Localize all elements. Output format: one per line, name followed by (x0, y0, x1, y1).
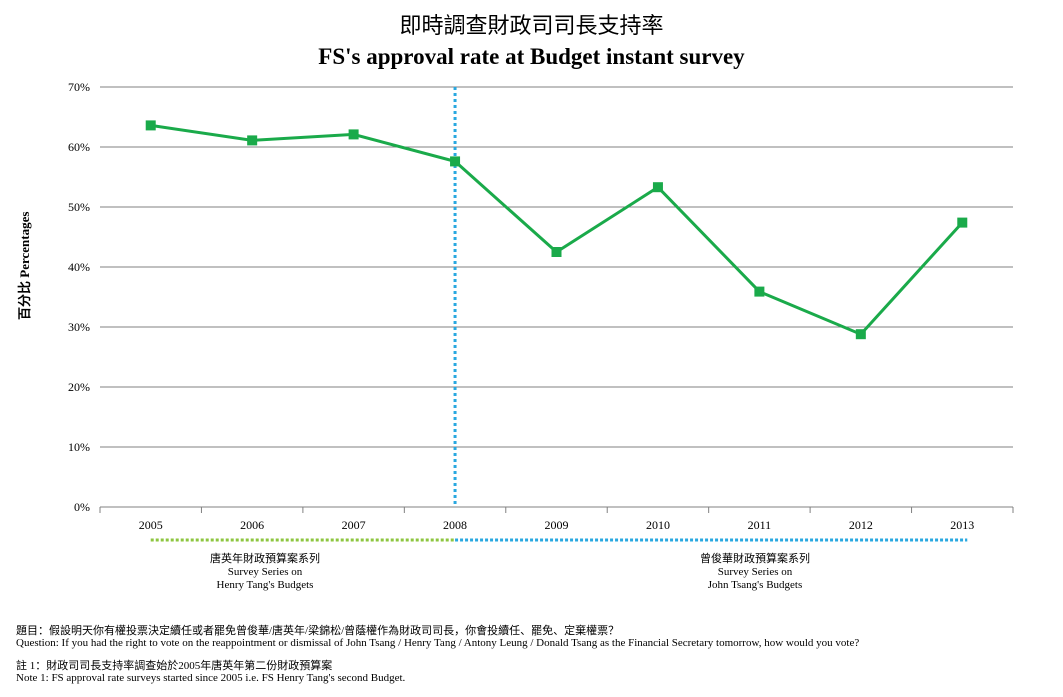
data-point (247, 135, 258, 146)
data-point (652, 182, 663, 193)
y-tick-label: 60% (68, 140, 90, 154)
john-series-label: 曾俊華財政預算案系列 Survey Series on John Tsang's… (680, 553, 830, 592)
x-tick-label: 2013 (950, 518, 974, 532)
chart-title-en: FS's approval rate at Budget instant sur… (318, 44, 745, 69)
data-point (855, 329, 866, 340)
data-point (754, 286, 765, 297)
john-series-label-en1: Survey Series on (717, 566, 793, 578)
x-tick-label: 2010 (646, 518, 670, 532)
y-tick-label: 50% (68, 200, 90, 214)
henry-series-label: 唐英年財政預算案系列 Survey Series on Henry Tang's… (190, 553, 340, 592)
y-tick-label: 10% (68, 440, 90, 454)
y-tick-label: 0% (74, 500, 90, 514)
x-tick-label: 2008 (443, 518, 467, 532)
data-point (551, 247, 562, 257)
note-zh: 註 1：財政司司長支持率調查始於2005年唐英年第二份財政預算案 (16, 660, 333, 672)
x-tick-label: 2012 (849, 518, 873, 532)
x-tick-label: 2007 (342, 518, 366, 532)
y-tick-label: 40% (68, 260, 90, 274)
y-tick-label: 70% (68, 80, 90, 94)
note-en: Note 1: FS approval rate surveys started… (16, 672, 406, 684)
x-tick-label: 2006 (240, 518, 264, 532)
y-tick-label: 30% (68, 320, 90, 334)
question-en: Question: If you had the right to vote o… (16, 637, 860, 649)
data-point (145, 120, 156, 131)
x-tick-label: 2011 (748, 518, 772, 532)
henry-series-label-zh: 唐英年財政預算案系列 (210, 553, 320, 565)
data-point (348, 129, 359, 140)
henry-series-label-en2: Henry Tang's Budgets (216, 579, 314, 591)
data-point (957, 217, 968, 228)
john-series-label-zh: 曾俊華財政預算案系列 (700, 553, 810, 565)
y-tick-label: 20% (68, 380, 90, 394)
x-tick-label: 2009 (545, 518, 569, 532)
series-line (150, 123, 964, 336)
john-series-label-en2: John Tsang's Budgets (707, 579, 803, 591)
question-zh: 題目：假設明天你有權投票決定續任或者罷免曾俊華/唐英年/梁錦松/曾蔭權作為財政司… (16, 625, 620, 637)
data-point (450, 156, 461, 167)
chart-title-zh: 即時調查財政司司長支持率 (399, 14, 664, 39)
henry-series-label-en1: Survey Series on (227, 566, 303, 578)
x-tick-label: 2005 (139, 518, 163, 532)
